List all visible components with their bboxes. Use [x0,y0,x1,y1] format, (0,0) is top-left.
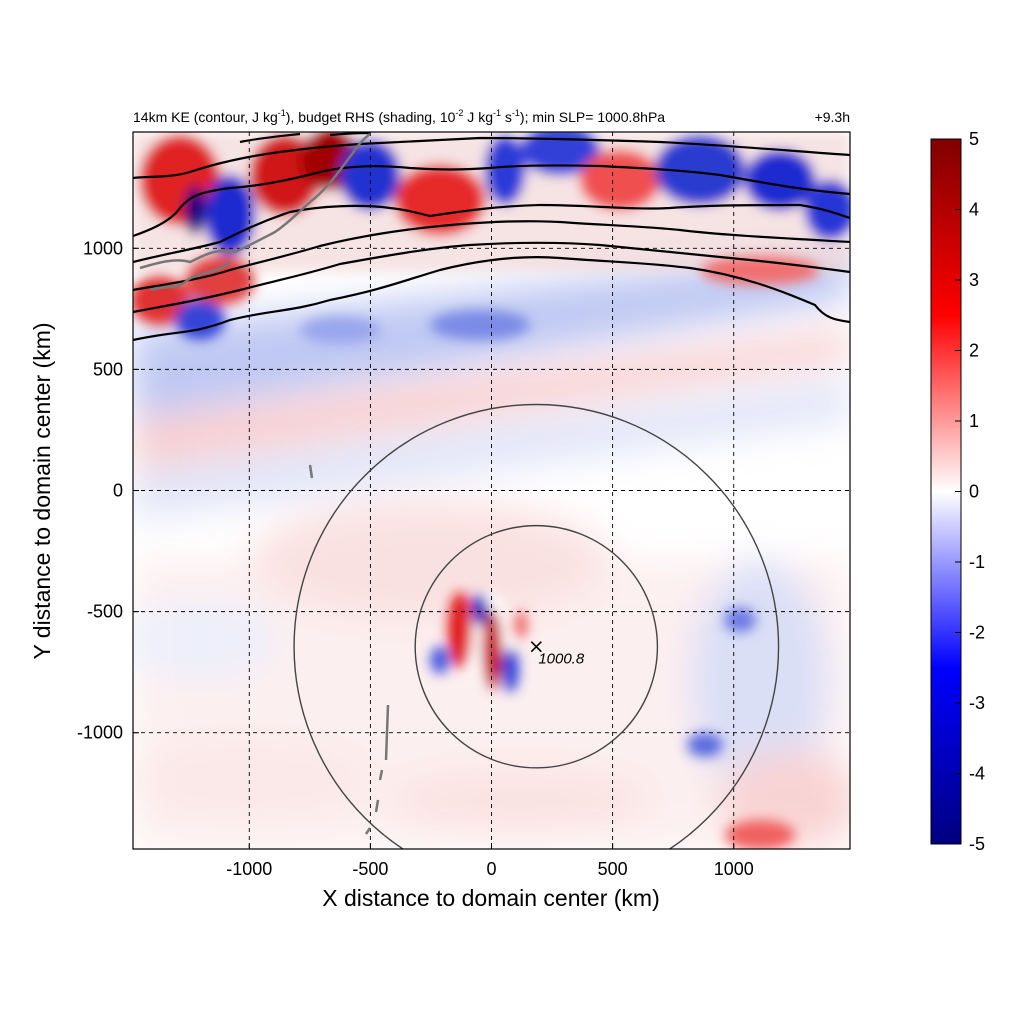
ke-contours [133,132,850,342]
colorbar-tick-label: 4 [969,200,979,220]
x-tick-label: -1000 [226,859,272,879]
y-tick-label: 500 [93,359,123,379]
ke-contour-line [133,136,850,180]
ke-contour-line [133,203,850,264]
colorbar: 5 4 3 2 1 0 -1 -2 -3 -4 -5 [930,129,985,854]
x-tick-label: 1000 [714,859,754,879]
y-axis: -1000 -500 0 500 1000 [77,238,139,743]
x-tick-label: -500 [352,859,388,879]
range-rings [293,403,780,849]
range-ring-inner [414,524,659,769]
x-axis-title: X distance to domain center (km) [322,885,659,911]
range-ring-outer [293,403,780,849]
colorbar-tick-label: 3 [969,270,979,290]
colorbar-tick-label: -4 [969,764,985,784]
x-tick-label: 0 [486,859,496,879]
ke-contour-line [239,132,371,144]
y-tick-label: 0 [113,481,123,501]
y-tick-label: -500 [87,602,123,622]
y-axis-title: Y distance to domain center (km) [29,322,55,659]
x-axis: -1000 -500 0 500 1000 [226,843,754,879]
colorbar-ticks: 5 4 3 2 1 0 -1 -2 -3 -4 -5 [955,129,985,854]
colorbar-tick-label: -2 [969,623,985,643]
colorbar-tick-label: 1 [969,411,979,431]
time-label: +9.3h [815,109,850,125]
colorbar-tick-label: 5 [969,129,979,149]
cross-icon [530,641,542,653]
y-tick-label: 1000 [83,238,123,258]
colorbar-tick-label: -5 [969,834,985,854]
ke-contour-line [133,164,850,238]
plot-area: 1000.8 [132,131,851,850]
colorbar-tick-label: -3 [969,693,985,713]
chart-title: 14km KE (contour, J kg-1), budget RHS (s… [133,108,665,125]
ke-contour-line [133,220,850,292]
y-tick-label: -1000 [77,723,123,743]
colorbar-tick-label: -1 [969,552,985,572]
shading-field [133,132,850,849]
colorbar-tick-label: 2 [969,341,979,361]
x-tick-label: 500 [598,859,628,879]
min-slp-label: 1000.8 [538,651,585,668]
ke-contour-line [133,256,850,342]
ke-contour-line [133,241,850,314]
colorbar-tick-label: 0 [969,482,979,502]
min-slp-marker: 1000.8 [530,641,585,668]
coastline [139,133,390,835]
